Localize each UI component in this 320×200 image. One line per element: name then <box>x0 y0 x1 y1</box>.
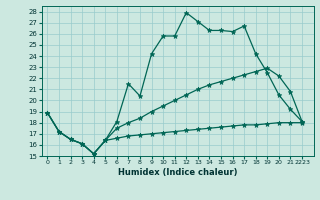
X-axis label: Humidex (Indice chaleur): Humidex (Indice chaleur) <box>118 168 237 177</box>
